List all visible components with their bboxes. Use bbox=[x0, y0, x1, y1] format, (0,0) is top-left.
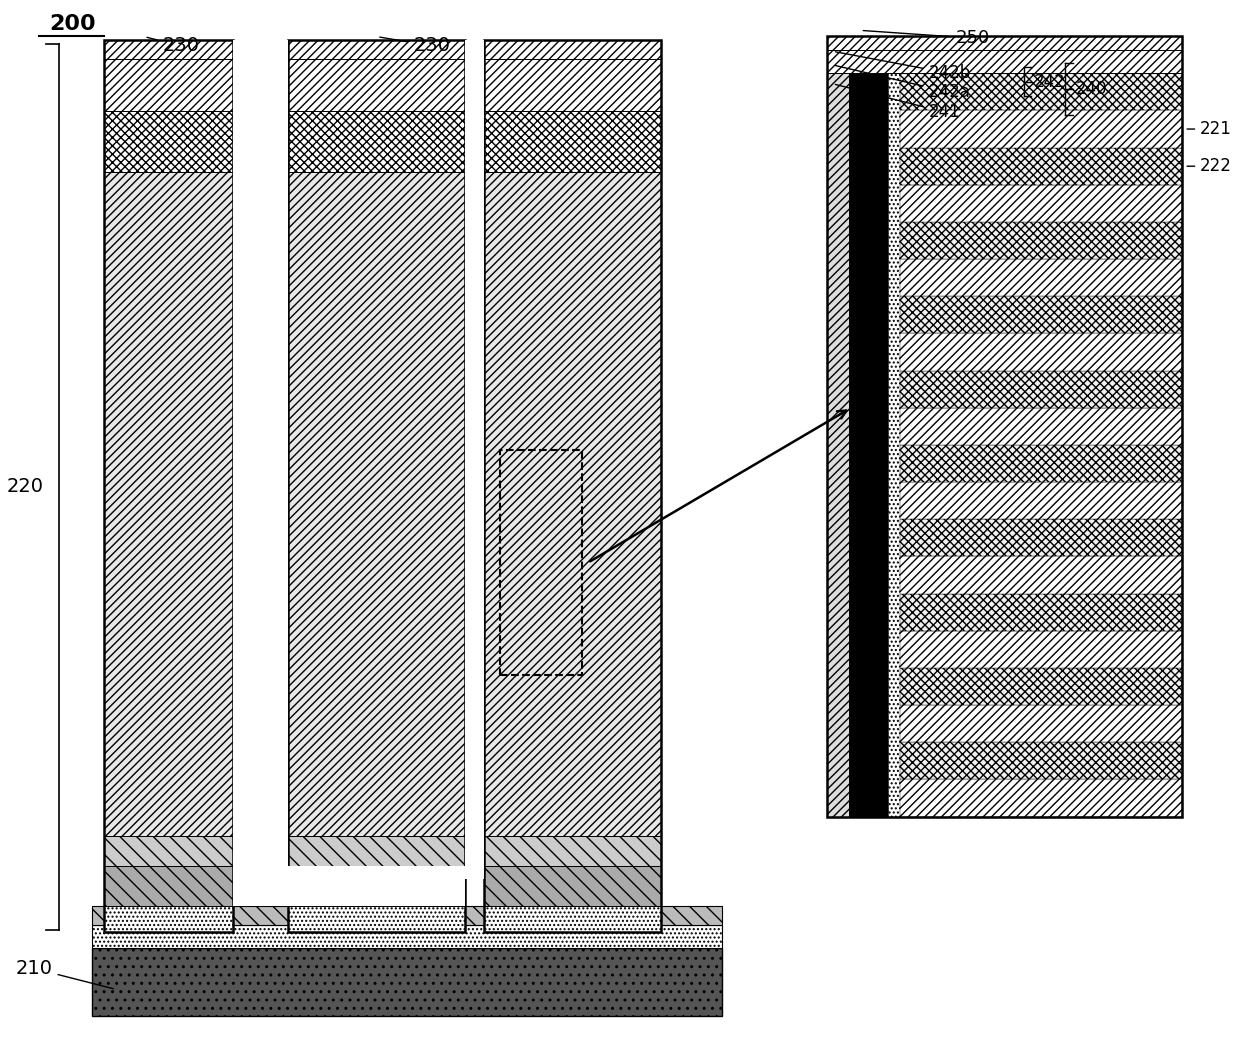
Bar bbox=[484, 40, 661, 60]
Text: 221: 221 bbox=[1187, 120, 1233, 138]
Bar bbox=[288, 886, 465, 932]
Bar bbox=[827, 50, 1182, 73]
Bar bbox=[900, 371, 1182, 408]
Bar bbox=[484, 886, 661, 932]
Text: 200: 200 bbox=[48, 14, 95, 34]
Text: 230: 230 bbox=[379, 37, 450, 55]
Bar bbox=[827, 36, 1182, 50]
Bar bbox=[288, 111, 465, 172]
Bar bbox=[233, 40, 288, 879]
Bar bbox=[900, 334, 1182, 371]
Bar bbox=[288, 866, 465, 906]
Text: 250: 250 bbox=[863, 29, 990, 47]
Bar bbox=[104, 40, 233, 932]
Bar bbox=[848, 73, 888, 817]
Bar bbox=[288, 40, 465, 932]
Bar bbox=[900, 408, 1182, 445]
Bar bbox=[827, 73, 1182, 817]
Bar bbox=[92, 925, 723, 948]
Bar bbox=[900, 630, 1182, 668]
Bar bbox=[827, 36, 1182, 817]
Bar bbox=[900, 148, 1182, 185]
Bar bbox=[288, 40, 465, 60]
Bar bbox=[288, 60, 465, 111]
Bar bbox=[104, 172, 233, 837]
Bar bbox=[233, 866, 465, 906]
Bar bbox=[888, 73, 900, 817]
Bar bbox=[104, 886, 233, 932]
Text: 242a: 242a bbox=[836, 66, 970, 102]
Bar bbox=[900, 111, 1182, 148]
Bar bbox=[92, 948, 723, 1016]
Bar bbox=[900, 594, 1182, 630]
Bar bbox=[900, 222, 1182, 260]
Bar bbox=[900, 296, 1182, 333]
Bar bbox=[104, 866, 233, 906]
Bar bbox=[288, 837, 465, 886]
Bar bbox=[465, 40, 484, 879]
Bar bbox=[484, 172, 661, 837]
Bar bbox=[900, 73, 1182, 111]
Text: 222: 222 bbox=[1187, 157, 1233, 175]
Text: 242b: 242b bbox=[836, 51, 971, 83]
Text: 210: 210 bbox=[16, 959, 113, 988]
Bar bbox=[484, 111, 661, 172]
Text: 241: 241 bbox=[836, 85, 960, 121]
Bar bbox=[484, 837, 661, 886]
Bar bbox=[288, 172, 465, 837]
Bar bbox=[900, 706, 1182, 742]
Bar bbox=[900, 519, 1182, 557]
Bar bbox=[500, 450, 582, 675]
Text: 242: 242 bbox=[1034, 72, 1065, 91]
Bar bbox=[104, 40, 233, 60]
Bar bbox=[104, 60, 233, 111]
Bar bbox=[900, 668, 1182, 706]
Bar bbox=[900, 185, 1182, 222]
Bar bbox=[104, 837, 233, 886]
Bar bbox=[484, 60, 661, 111]
Bar bbox=[104, 111, 233, 172]
Bar bbox=[484, 40, 661, 932]
Bar bbox=[827, 73, 848, 817]
Bar bbox=[484, 866, 661, 906]
Text: 230: 230 bbox=[148, 37, 200, 55]
Bar bbox=[900, 742, 1182, 779]
Bar bbox=[900, 260, 1182, 296]
Bar bbox=[92, 906, 723, 925]
Bar bbox=[900, 482, 1182, 519]
Bar bbox=[900, 557, 1182, 594]
Bar bbox=[900, 445, 1182, 482]
Text: 220: 220 bbox=[7, 477, 43, 496]
Bar bbox=[900, 779, 1182, 817]
Text: 240: 240 bbox=[1075, 80, 1107, 98]
